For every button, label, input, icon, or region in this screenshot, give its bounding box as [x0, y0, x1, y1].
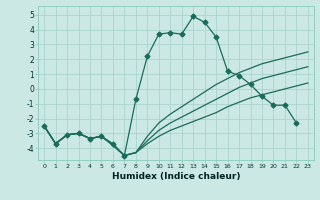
X-axis label: Humidex (Indice chaleur): Humidex (Indice chaleur) [112, 172, 240, 181]
